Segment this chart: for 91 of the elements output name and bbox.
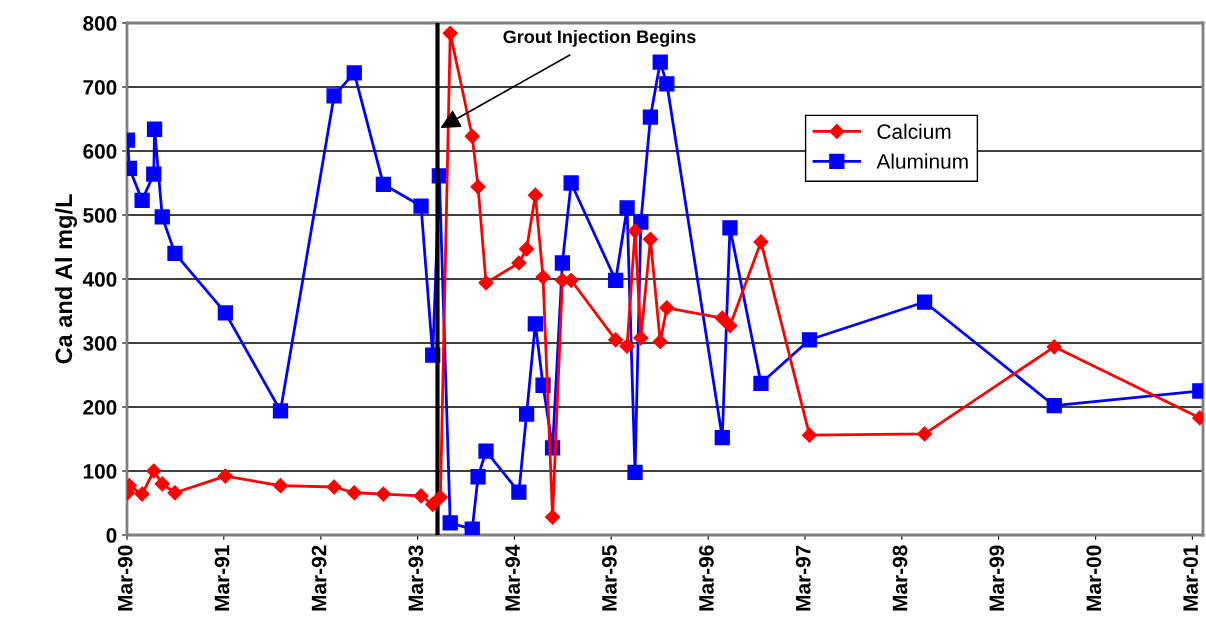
point <box>146 121 163 137</box>
point <box>346 485 362 501</box>
point <box>714 430 730 446</box>
point <box>652 54 668 70</box>
point <box>1046 339 1062 355</box>
point <box>470 179 486 195</box>
x-tick-label: Mar-98 <box>892 545 908 611</box>
point <box>519 241 535 257</box>
point <box>619 338 635 354</box>
y-tick-label: 0 <box>106 528 117 543</box>
point <box>134 486 150 502</box>
x-tick-label: Mar-97 <box>795 545 811 611</box>
point <box>633 330 649 346</box>
point <box>154 476 170 492</box>
point <box>217 468 233 484</box>
point <box>425 496 441 512</box>
x-tick-label: Mar-99 <box>989 545 1005 611</box>
point <box>535 269 551 285</box>
point <box>642 231 658 247</box>
point <box>642 109 659 125</box>
point <box>527 187 543 203</box>
point <box>346 65 362 81</box>
point <box>146 166 162 182</box>
legend-label: Calcium <box>877 123 951 139</box>
point <box>527 316 543 332</box>
point <box>442 25 458 41</box>
point <box>217 305 234 321</box>
point <box>801 332 818 348</box>
point <box>608 332 624 348</box>
x-tick-label: Mar-92 <box>311 545 327 611</box>
point <box>652 334 668 350</box>
point <box>627 223 643 239</box>
point <box>413 198 429 214</box>
point <box>432 489 448 505</box>
point <box>413 488 429 504</box>
point <box>326 479 342 495</box>
point <box>375 176 392 192</box>
y-tick-label: 300 <box>83 336 117 351</box>
point <box>375 486 391 502</box>
annotation: Grout Injection Begins <box>503 29 696 47</box>
y-tick-label: 200 <box>83 400 117 415</box>
x-tick-label: Mar-01 <box>1183 545 1198 611</box>
point <box>518 406 535 422</box>
point <box>478 443 494 459</box>
point <box>134 192 150 208</box>
point <box>167 485 183 501</box>
x-tick-label: Mar-93 <box>408 545 424 611</box>
point <box>619 200 635 216</box>
point <box>714 310 730 326</box>
y-axis-title: Ca and Al mg/L <box>54 194 77 364</box>
point <box>511 255 527 271</box>
point <box>464 128 480 144</box>
x-tick-label: Mar-95 <box>602 545 617 611</box>
point <box>167 245 183 262</box>
point <box>917 426 933 442</box>
point <box>470 469 486 485</box>
y-tick-label: 100 <box>83 464 117 479</box>
point <box>554 255 571 271</box>
x-tick-label: Mar-91 <box>214 545 230 611</box>
point <box>659 76 675 92</box>
point <box>627 464 643 480</box>
y-tick-label: 500 <box>83 208 117 223</box>
point <box>545 509 561 525</box>
point <box>272 478 289 494</box>
legend-label: Aluminum <box>876 153 968 169</box>
x-tick-label: Mar-00 <box>1086 545 1102 611</box>
y-tick-label: 600 <box>83 144 117 159</box>
point <box>511 484 527 500</box>
point <box>722 220 738 236</box>
point <box>753 375 769 391</box>
point <box>326 88 342 104</box>
point <box>563 175 579 191</box>
point <box>272 403 289 419</box>
point <box>464 521 480 535</box>
point <box>146 463 162 479</box>
y-tick-label: 800 <box>83 16 117 31</box>
point <box>753 234 769 250</box>
point <box>916 294 933 310</box>
x-tick-label: Mar-96 <box>699 545 714 611</box>
point <box>722 318 738 334</box>
point <box>801 427 818 443</box>
x-tick-label: Mar-90 <box>117 545 133 611</box>
point <box>659 300 675 316</box>
y-tick-label: 400 <box>82 272 117 287</box>
x-tick-label: Mar-94 <box>505 544 520 611</box>
point <box>478 275 494 291</box>
point <box>442 515 458 531</box>
point <box>608 272 624 288</box>
point <box>1046 398 1062 414</box>
point <box>154 209 170 225</box>
y-tick-label: 700 <box>83 80 117 95</box>
